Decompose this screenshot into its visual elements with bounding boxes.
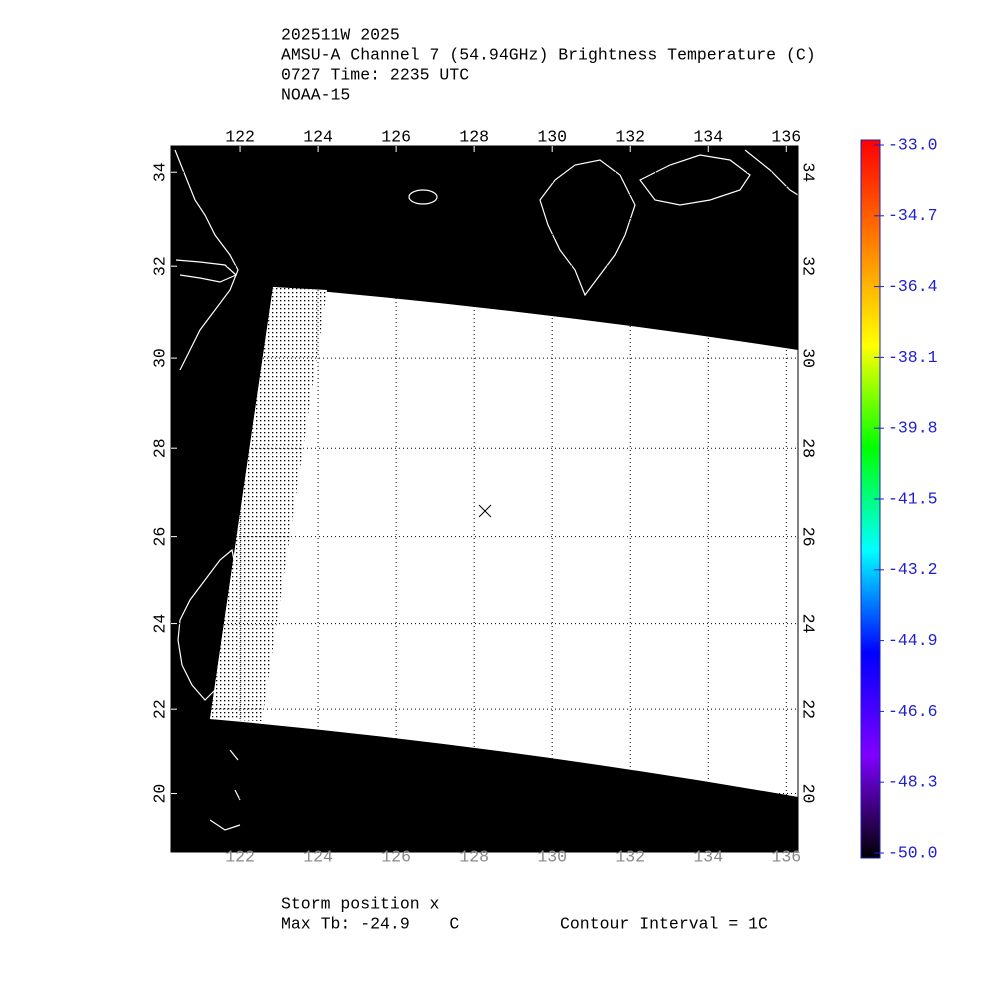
lat-tick-label-right: 20: [799, 784, 818, 804]
colorbar-tick-label: -46.6: [888, 702, 938, 721]
lat-tick-label-right: 24: [799, 614, 818, 634]
colorbar-tick-label: -34.7: [888, 206, 938, 225]
coastline: [639, 154, 751, 206]
lon-tick-label-top: 132: [615, 127, 645, 146]
satellite-swath: [210, 287, 798, 797]
lon-tick-label-bottom: 122: [225, 847, 255, 866]
coastline: [174, 149, 239, 371]
colorbar-tick-label: -36.4: [888, 277, 938, 296]
lat-tick-label-left: 26: [150, 527, 169, 547]
header-line: AMSU-A Channel 7 (54.94GHz) Brightness T…: [281, 45, 816, 64]
lon-tick-label-bottom: 130: [537, 847, 567, 866]
lat-tick-label-right: 34: [799, 162, 818, 182]
lon-tick-label-top: 128: [459, 127, 489, 146]
coastline: [408, 189, 438, 205]
lon-tick-label-top: 136: [771, 127, 801, 146]
swath-edge-hatching: [210, 287, 327, 721]
lon-tick-label-top: 134: [693, 127, 723, 146]
colorbar-tick-label: -50.0: [888, 843, 938, 862]
lon-tick-label-top: 126: [381, 127, 411, 146]
coastlines: [174, 149, 799, 831]
lat-tick-label-left: 32: [150, 256, 169, 276]
lat-tick-label-right: 26: [799, 527, 818, 547]
lat-tick-label-right: 30: [799, 348, 818, 368]
lon-tick-label-bottom: 128: [459, 847, 489, 866]
lon-tick-label-top: 122: [225, 127, 255, 146]
lon-tick-label-bottom: 126: [381, 847, 411, 866]
lat-tick-label-left: 24: [150, 614, 169, 634]
max-tb-label: Max Tb: -24.9 C: [281, 914, 459, 933]
header-line: 202511W 2025: [281, 25, 400, 44]
header-line: 0727 Time: 2235 UTC: [281, 65, 469, 84]
colorbar-tick-label: -44.9: [888, 631, 938, 650]
colorbar-tick-label: -43.2: [888, 560, 938, 579]
lat-tick-label-left: 30: [150, 348, 169, 368]
lon-tick-label-top: 130: [537, 127, 567, 146]
header-line: NOAA-15: [281, 85, 350, 104]
colorbar-tick-label: -38.1: [888, 348, 938, 367]
lat-tick-label-left: 22: [150, 699, 169, 719]
storm-position-label: Storm position x: [281, 894, 440, 913]
lat-tick-label-left: 20: [150, 784, 169, 804]
storm-marker: [478, 504, 492, 518]
lon-tick-label-bottom: 134: [693, 847, 723, 866]
contour-interval-label: Contour Interval = 1C: [560, 914, 768, 933]
coastline: [744, 149, 799, 196]
colorbar-tick-label: -41.5: [888, 489, 938, 508]
lat-tick-label-left: 34: [150, 162, 169, 182]
lat-tick-label-right: 32: [799, 256, 818, 276]
colorbar-tick-label: -33.0: [888, 135, 938, 154]
colorbar-tick-label: -48.3: [888, 773, 938, 792]
coastline: [539, 159, 636, 297]
lon-tick-label-top: 124: [303, 127, 333, 146]
lat-tick-label-left: 28: [150, 438, 169, 458]
storm-marker-stroke: [478, 504, 492, 518]
lat-tick-label-right: 28: [799, 438, 818, 458]
coastline: [175, 259, 238, 283]
lon-tick-label-bottom: 124: [303, 847, 333, 866]
coastline: [209, 749, 241, 831]
lon-tick-label-bottom: 136: [771, 847, 801, 866]
lon-tick-label-bottom: 132: [615, 847, 645, 866]
map-frame: [170, 145, 799, 853]
lat-tick-label-right: 22: [799, 699, 818, 719]
colorbar-tick-label: -39.8: [888, 419, 938, 438]
grid: [171, 146, 798, 852]
